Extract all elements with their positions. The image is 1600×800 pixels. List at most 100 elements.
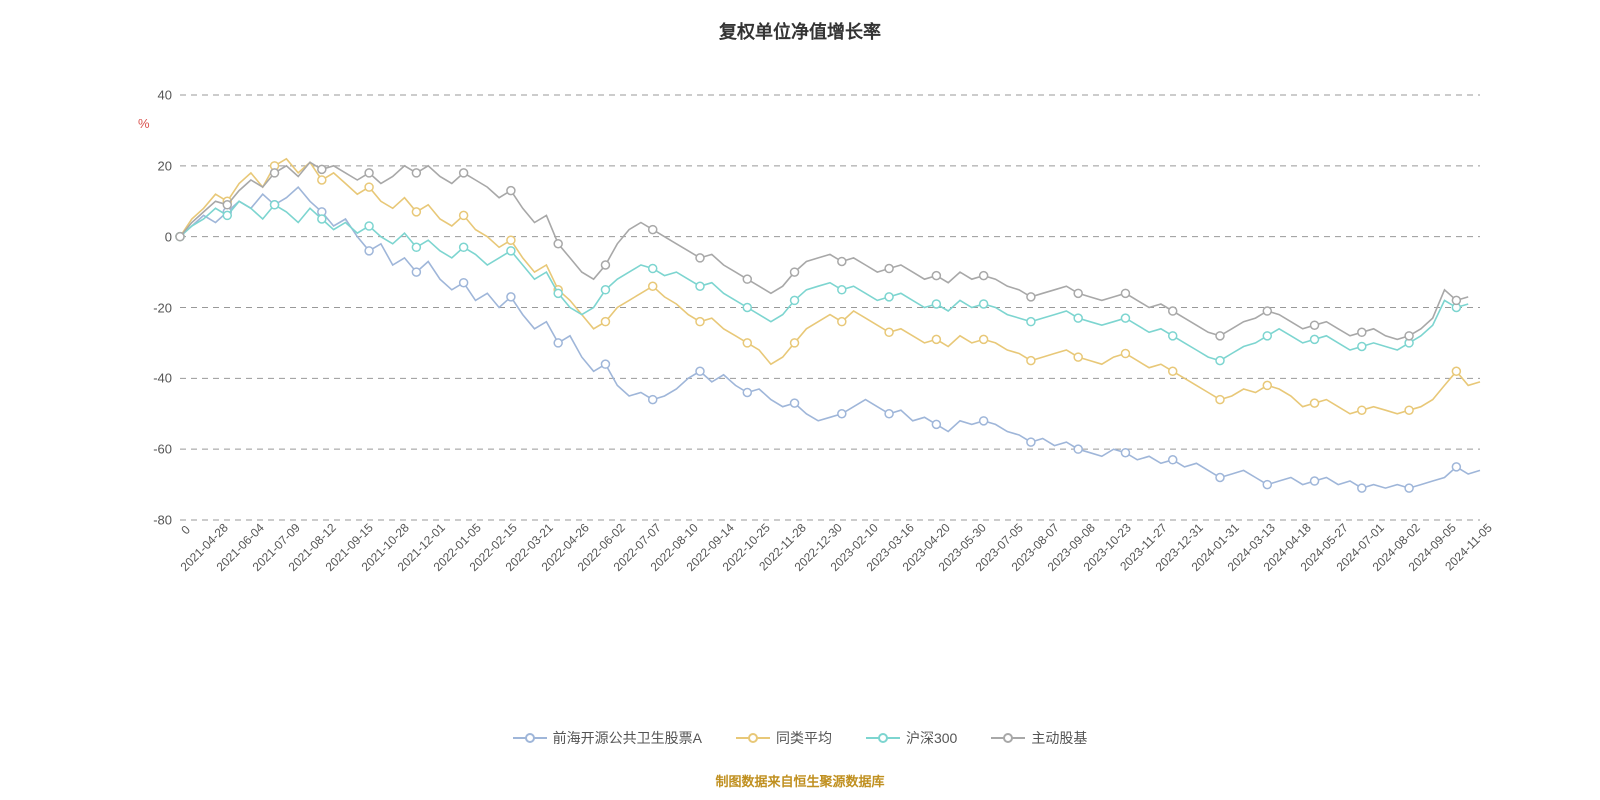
- series-marker: [1027, 357, 1035, 365]
- legend-swatch: [866, 731, 900, 745]
- series-marker: [1405, 332, 1413, 340]
- legend-label: 沪深300: [906, 728, 957, 748]
- series-marker: [412, 268, 420, 276]
- series-marker: [980, 417, 988, 425]
- series-marker: [885, 328, 893, 336]
- series-marker: [885, 410, 893, 418]
- y-tick-label: 40: [158, 88, 180, 103]
- series-marker: [601, 286, 609, 294]
- series-marker: [696, 254, 704, 262]
- series-marker: [743, 339, 751, 347]
- series-marker: [318, 165, 326, 173]
- series-marker: [838, 318, 846, 326]
- legend-item: 同类平均: [736, 728, 832, 748]
- series-marker: [1358, 406, 1366, 414]
- series-marker: [601, 360, 609, 368]
- series-marker: [1216, 474, 1224, 482]
- series-marker: [1405, 484, 1413, 492]
- series-marker: [365, 222, 373, 230]
- series-marker: [318, 215, 326, 223]
- legend-swatch: [513, 731, 547, 745]
- series-marker: [554, 339, 562, 347]
- series-marker: [460, 169, 468, 177]
- series-marker: [838, 286, 846, 294]
- series-marker: [1121, 289, 1129, 297]
- chart-plot-area: -80-60-40-200204002021-04-282021-06-0420…: [180, 95, 1480, 520]
- series-marker: [885, 265, 893, 273]
- series-marker: [1074, 353, 1082, 361]
- series-marker: [1121, 350, 1129, 358]
- series-marker: [1405, 406, 1413, 414]
- series-marker: [1311, 335, 1319, 343]
- series-marker: [365, 169, 373, 177]
- series-marker: [554, 240, 562, 248]
- footer-note: 制图数据来自恒生聚源数据库: [0, 771, 1600, 790]
- series-marker: [271, 201, 279, 209]
- series-marker: [980, 335, 988, 343]
- series-marker: [1263, 307, 1271, 315]
- y-tick-label: -80: [153, 513, 180, 528]
- series-marker: [460, 279, 468, 287]
- series-marker: [1311, 477, 1319, 485]
- series-marker: [1027, 293, 1035, 301]
- series-marker: [1169, 456, 1177, 464]
- series-marker: [1216, 396, 1224, 404]
- series-marker: [554, 289, 562, 297]
- series-marker: [649, 282, 657, 290]
- series-marker: [932, 272, 940, 280]
- series-marker: [1169, 332, 1177, 340]
- series-marker: [838, 257, 846, 265]
- series-marker: [271, 169, 279, 177]
- series-marker: [791, 399, 799, 407]
- chart-title: 复权单位净值增长率: [0, 0, 1600, 44]
- series-marker: [1216, 357, 1224, 365]
- legend-label: 前海开源公共卫生股票A: [553, 728, 702, 748]
- series-marker: [980, 272, 988, 280]
- legend-label: 同类平均: [776, 728, 832, 748]
- series-marker: [791, 296, 799, 304]
- series-marker: [980, 300, 988, 308]
- series-marker: [932, 300, 940, 308]
- series-marker: [1452, 367, 1460, 375]
- y-axis-unit: %: [138, 116, 150, 131]
- series-marker: [1263, 381, 1271, 389]
- series-marker: [743, 304, 751, 312]
- series-marker: [1311, 399, 1319, 407]
- series-marker: [743, 389, 751, 397]
- legend: 前海开源公共卫生股票A 同类平均 沪深300 主动股基: [0, 728, 1600, 748]
- y-tick-label: 0: [165, 229, 180, 244]
- y-tick-label: -40: [153, 371, 180, 386]
- series-marker: [743, 275, 751, 283]
- y-tick-label: 20: [158, 158, 180, 173]
- series-marker: [1311, 321, 1319, 329]
- legend-item: 沪深300: [866, 728, 957, 748]
- series-marker: [1074, 314, 1082, 322]
- series-marker: [932, 420, 940, 428]
- series-marker: [649, 265, 657, 273]
- series-marker: [1358, 342, 1366, 350]
- series-line: [180, 159, 1480, 414]
- series-marker: [507, 187, 515, 195]
- series-marker: [1263, 332, 1271, 340]
- y-tick-label: -20: [153, 300, 180, 315]
- legend-label: 主动股基: [1031, 728, 1087, 748]
- legend-swatch: [736, 731, 770, 745]
- series-marker: [838, 410, 846, 418]
- series-marker: [696, 367, 704, 375]
- legend-swatch: [991, 731, 1025, 745]
- series-marker: [649, 396, 657, 404]
- series-marker: [507, 247, 515, 255]
- series-marker: [601, 261, 609, 269]
- legend-item: 前海开源公共卫生股票A: [513, 728, 702, 748]
- series-marker: [507, 293, 515, 301]
- series-marker: [1358, 328, 1366, 336]
- series-marker: [318, 176, 326, 184]
- series-marker: [791, 339, 799, 347]
- series-marker: [601, 318, 609, 326]
- series-marker: [885, 293, 893, 301]
- series-marker: [1358, 484, 1366, 492]
- series-marker: [791, 268, 799, 276]
- series-marker: [696, 282, 704, 290]
- series-marker: [1074, 445, 1082, 453]
- legend-item: 主动股基: [991, 728, 1087, 748]
